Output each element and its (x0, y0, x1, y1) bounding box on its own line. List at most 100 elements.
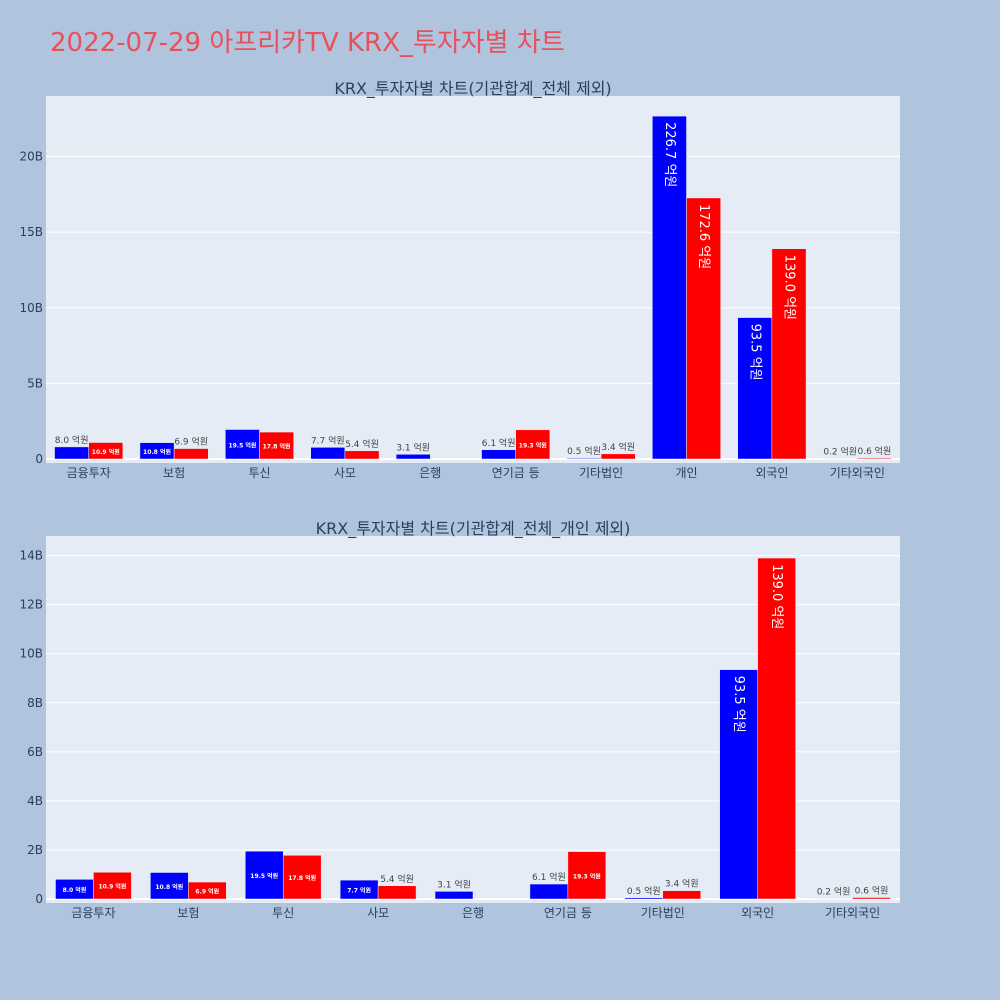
bar (857, 457, 892, 460)
data-label: 6.9 억원 (195, 888, 219, 896)
y-tick-label: 4B (27, 794, 43, 808)
data-label: 3.1 억원 (396, 441, 430, 453)
x-tick-label: 투신 (248, 466, 270, 480)
x-tick-label: 개인 (675, 466, 697, 480)
data-label: 8.0 억원 (55, 434, 89, 446)
x-tick-label: 외국인 (755, 466, 788, 480)
data-label: 17.8 억원 (288, 874, 316, 882)
x-tick-label: 연기금 등 (492, 466, 540, 480)
y-tick-label: 5B (27, 376, 43, 390)
bar (188, 881, 227, 900)
y-tick-label: 0 (35, 452, 43, 466)
bar (757, 557, 796, 900)
data-label: 5.4 억원 (380, 873, 414, 885)
data-label: 10.9 억원 (92, 448, 120, 456)
data-label: 19.5 억원 (228, 441, 256, 449)
data-label: 7.7 억원 (347, 887, 371, 895)
data-label: 0.2 억원 (817, 886, 851, 898)
data-label: 3.4 억원 (665, 878, 699, 890)
y-tick-label: 12B (19, 598, 43, 612)
data-label: 3.1 억원 (437, 878, 471, 890)
bar (771, 248, 807, 460)
bar (686, 197, 721, 460)
data-label: 139.0 억원 (781, 255, 796, 320)
bar (567, 851, 607, 900)
data-label: 172.6 억원 (696, 204, 711, 269)
data-label: 0.6 억원 (858, 445, 892, 457)
x-tick-label: 기타외국인 (825, 906, 880, 920)
x-tick-label: 투신 (272, 906, 294, 920)
y-tick-label: 10B (19, 301, 43, 315)
x-tick-label: 보험 (163, 466, 185, 480)
x-tick-label: 은행 (419, 465, 441, 480)
y-tick-label: 10B (19, 647, 43, 661)
bar (150, 872, 189, 900)
chart-title: KRX_투자자별 차트(기관합계_전체_개인 제외) (316, 519, 631, 539)
page-title: 2022-07-29 아프리카TV KRX_투자자별 차트 (50, 28, 565, 58)
chart-top: 0 5B 10B 15B 20B KRX_투자자별 차트(기관합계_전체 제외) 금융투자 8… (19, 79, 900, 480)
data-label: 226.7 억원 (662, 122, 677, 187)
bar (245, 850, 284, 900)
data-label: 10.8 억원 (155, 883, 183, 891)
x-tick-label: 사모 (367, 906, 389, 920)
data-label: 10.8 억원 (143, 448, 171, 456)
bar (173, 448, 209, 460)
y-tick-label: 0 (35, 892, 43, 906)
y-tick-label: 8B (27, 696, 43, 710)
data-label: 19.3 억원 (573, 872, 601, 880)
y-tick-label: 15B (19, 225, 43, 239)
bar (395, 454, 431, 460)
y-tick-label: 6B (27, 745, 43, 759)
bar (652, 115, 687, 460)
data-label: 93.5 억원 (731, 676, 746, 733)
x-tick-label: 사모 (334, 466, 356, 480)
x-tick-label: 기타법인 (641, 906, 685, 920)
bar (515, 429, 551, 460)
data-label: 19.3 억원 (519, 441, 547, 449)
y-tick-label: 14B (19, 549, 43, 563)
data-label: 10.9 억원 (98, 883, 126, 891)
data-label: 0.5 억원 (567, 445, 601, 457)
data-label: 8.0 억원 (63, 886, 87, 894)
x-tick-label: 은행 (462, 905, 484, 920)
bar (529, 883, 569, 900)
bar (259, 431, 294, 460)
x-tick-label: 금융투자 (71, 906, 115, 920)
bar (282, 855, 322, 900)
x-tick-label: 외국인 (741, 906, 774, 920)
y-tick-label: 20B (19, 150, 43, 164)
data-label: 6.1 억원 (482, 437, 516, 449)
data-label: 3.4 억원 (601, 441, 635, 453)
chart-title: KRX_투자자별 차트(기관합계_전체 제외) (334, 79, 611, 99)
data-label: 0.2 억원 (823, 446, 857, 458)
bar (662, 890, 701, 900)
y-tick-label: 2B (27, 843, 43, 857)
data-label: 139.0 억원 (769, 564, 784, 629)
bar (225, 429, 260, 460)
bar (624, 897, 664, 900)
data-label: 6.9 억원 (174, 436, 208, 448)
bar (600, 453, 636, 460)
x-tick-label: 기타법인 (579, 466, 623, 480)
data-label: 93.5 억원 (747, 324, 762, 381)
data-label: 0.5 억원 (627, 885, 661, 897)
data-label: 17.8 억원 (263, 443, 291, 451)
chart-bottom: 0 2B 4B 6B 8B 10B 12B 14B KRX_투자자별 차트(기관합계_전체_개인… (19, 519, 900, 920)
data-label: 5.4 억원 (345, 438, 379, 450)
x-tick-label: 기타외국인 (830, 466, 885, 480)
bar (344, 450, 380, 460)
bar (719, 669, 758, 900)
x-tick-label: 보험 (177, 906, 199, 920)
x-tick-label: 연기금 등 (544, 906, 592, 920)
bar (93, 872, 132, 900)
bar (88, 442, 124, 460)
data-label: 0.6 억원 (855, 885, 889, 897)
data-label: 19.5 억원 (250, 872, 278, 880)
bar (737, 317, 773, 460)
data-label: 6.1 억원 (532, 871, 566, 883)
bar (434, 891, 474, 900)
x-tick-label: 금융투자 (67, 466, 111, 480)
data-label: 7.7 억원 (311, 434, 345, 446)
bar (377, 885, 417, 900)
bar (852, 897, 891, 900)
